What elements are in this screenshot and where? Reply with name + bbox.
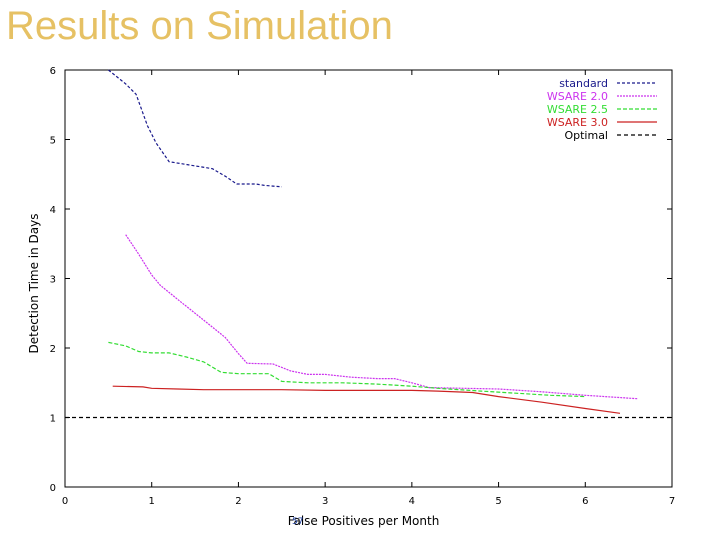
legend-label: standard bbox=[559, 77, 608, 90]
y-axis-label: Detection Time in Days bbox=[27, 214, 41, 354]
x-tick-label: 2 bbox=[235, 496, 241, 507]
x-tick-label: 7 bbox=[669, 496, 675, 507]
series-line-standard bbox=[108, 69, 282, 188]
x-tick-label: 1 bbox=[149, 496, 155, 507]
y-tick-label: 5 bbox=[50, 136, 56, 147]
legend-label: WSARE 2.0 bbox=[547, 90, 608, 103]
x-tick-label: 4 bbox=[409, 496, 415, 507]
y-tick-label: 4 bbox=[50, 205, 56, 216]
y-tick-label: 2 bbox=[50, 344, 56, 355]
slide-title: Results on Simulation bbox=[6, 4, 393, 48]
legend-label: Optimal bbox=[564, 129, 608, 142]
legend-label: WSARE 3.0 bbox=[547, 116, 608, 129]
series-line-wsare-3-0 bbox=[112, 385, 621, 414]
x-tick-label: 5 bbox=[495, 496, 501, 507]
x-tick-label: 0 bbox=[62, 496, 68, 507]
series-line-wsare-2-5 bbox=[108, 341, 586, 398]
series-line-wsare-2-0 bbox=[125, 234, 638, 400]
x-tick-label: 3 bbox=[322, 496, 328, 507]
y-tick-label: 6 bbox=[50, 66, 56, 77]
y-tick-label: 1 bbox=[50, 414, 56, 425]
y-tick-label: 3 bbox=[50, 275, 56, 286]
y-tick-label: 0 bbox=[50, 483, 56, 494]
legend-label: WSARE 2.5 bbox=[547, 103, 608, 116]
x-tick-label: 6 bbox=[582, 496, 588, 507]
x-axis-label: False Positives per Month bbox=[288, 514, 440, 528]
page-number: 57 bbox=[292, 517, 304, 527]
